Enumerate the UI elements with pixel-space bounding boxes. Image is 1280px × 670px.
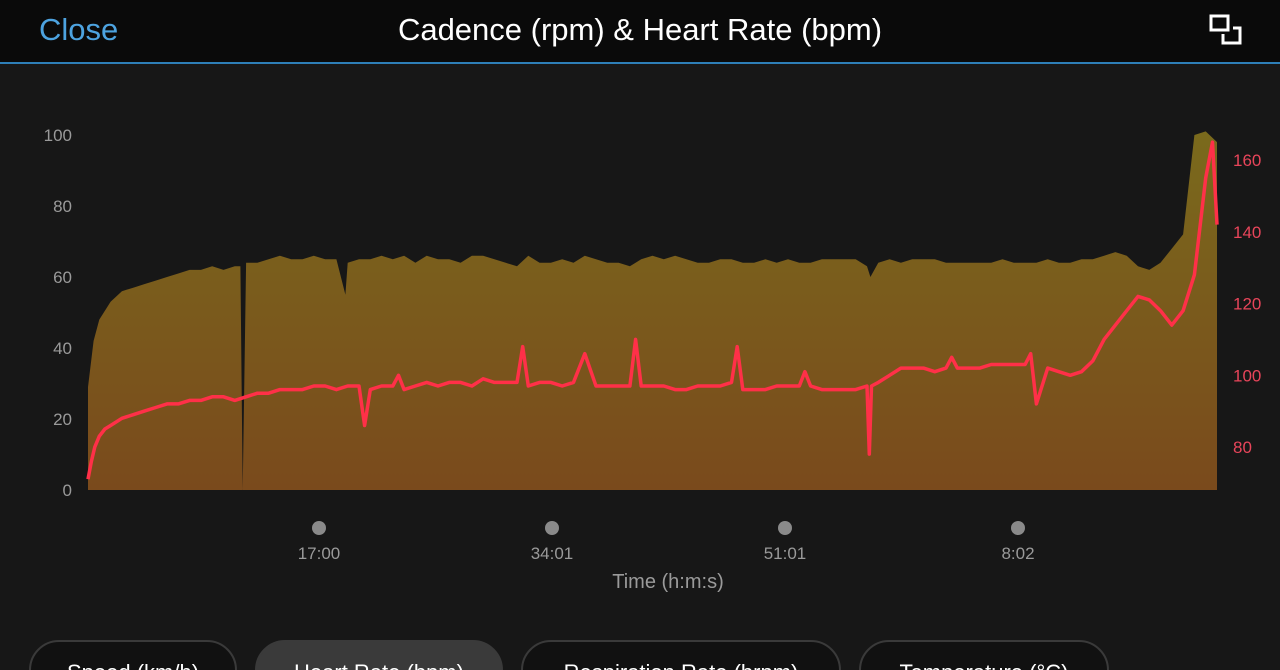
tab-heart-rate[interactable]: Heart Rate (bpm) [255,640,503,670]
y-left-tick-label: 40 [53,339,72,358]
y-right-tick-label: 160 [1233,151,1261,170]
y-left-tick-label: 0 [63,481,72,500]
tab-respiration-rate[interactable]: Respiration Rate (brpm) [521,640,841,670]
x-axis-label: Time (h:m:s) [612,571,723,593]
metric-tab-bar: Speed (km/h) Heart Rate (bpm) Respiratio… [0,634,1280,670]
y-right-tick-label: 80 [1233,438,1252,457]
y-right-tick-label: 120 [1233,295,1261,314]
y-right-tick-label: 140 [1233,223,1261,242]
x-tick-label: 34:01 [531,544,574,563]
cadence-area-series [88,131,1217,490]
tab-speed[interactable]: Speed (km/h) [29,640,237,670]
x-tick-marker[interactable] [545,521,559,535]
header-bar: Close Cadence (rpm) & Heart Rate (bpm) [0,0,1280,64]
x-tick-marker[interactable] [312,521,326,535]
cadence-heart-rate-chart: 0 20 40 60 80 100 80 100 120 140 160 17:00 34:01 51… [44,126,1262,593]
y-left-tick-label: 80 [53,197,72,216]
expand-icon[interactable] [1209,14,1243,46]
y-left-tick-label: 100 [44,126,72,145]
y-left-tick-label: 20 [53,410,72,429]
chart-title: Cadence (rpm) & Heart Rate (bpm) [397,12,883,47]
heart-rate-line-series [86,140,1219,480]
x-tick-label: 8:02 [1001,544,1034,563]
chart-area: 0 20 40 60 80 100 80 100 120 140 160 17:00 34:01 51… [0,64,1280,634]
tab-temperature[interactable]: Temperature (°C) [859,640,1109,670]
x-tick-marker[interactable] [778,521,792,535]
y-left-tick-label: 60 [53,268,72,287]
x-tick-label: 51:01 [764,544,807,563]
y-right-tick-label: 100 [1233,366,1261,385]
close-button[interactable]: Close [39,12,119,47]
x-tick-label: 17:00 [298,544,341,563]
x-tick-marker[interactable] [1011,521,1025,535]
